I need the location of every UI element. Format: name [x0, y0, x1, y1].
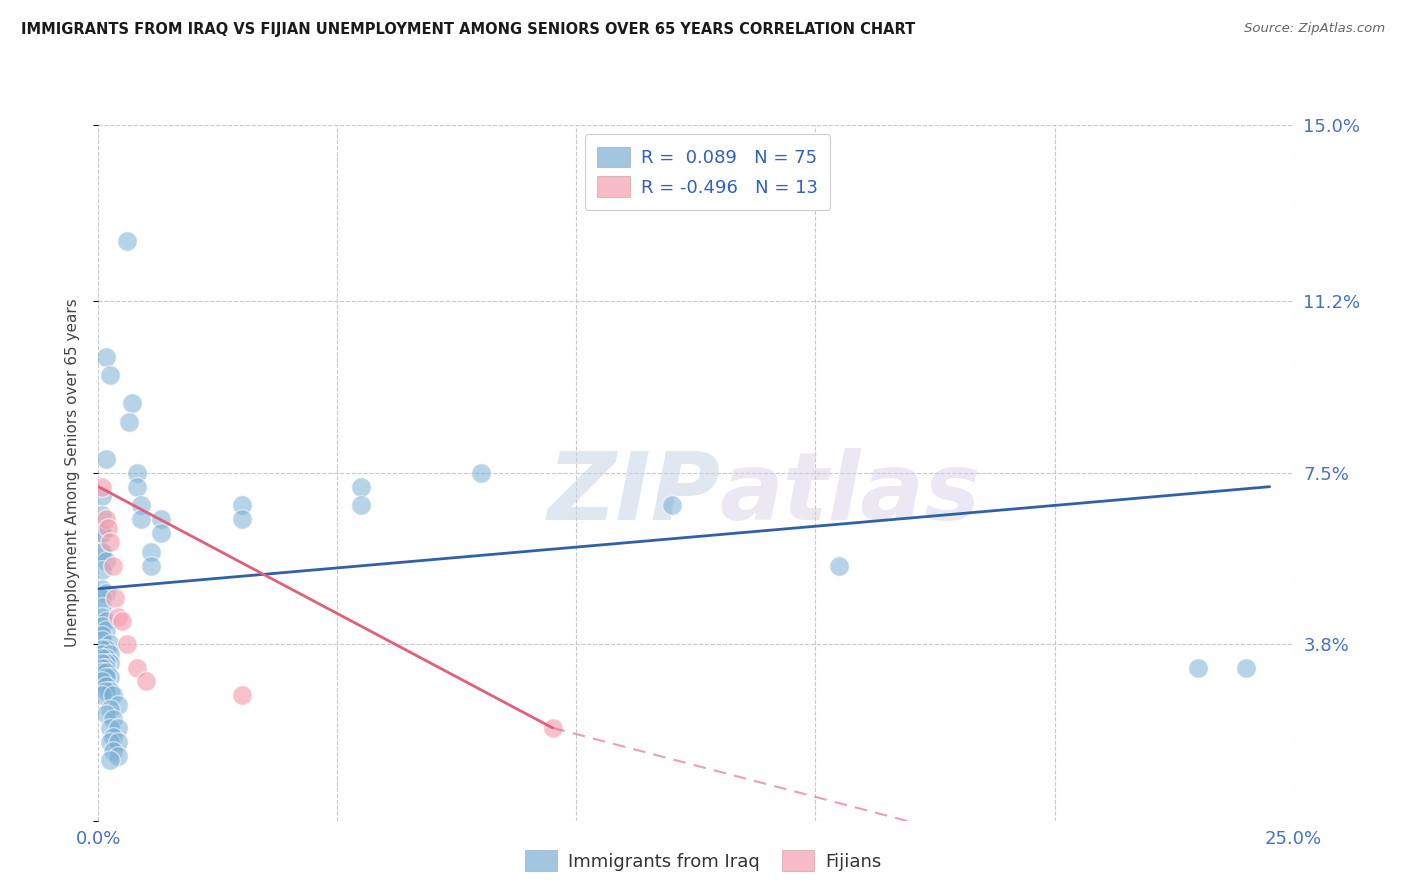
Point: [115, 234, 138, 248]
Legend: R =  0.089   N = 75, R = -0.496   N = 13: R = 0.089 N = 75, R = -0.496 N = 13: [585, 134, 831, 210]
Point: [97, 521, 120, 535]
Point: [139, 558, 162, 573]
Point: [98, 368, 122, 383]
Point: [98, 735, 122, 749]
Point: [107, 698, 129, 712]
Point: [94, 683, 117, 698]
Point: [91, 619, 114, 633]
Y-axis label: Unemployment Among Seniors over 65 years: Unemployment Among Seniors over 65 years: [65, 299, 80, 647]
Point: [149, 526, 172, 541]
Point: [131, 498, 153, 512]
Point: [107, 721, 129, 735]
Text: atlas: atlas: [720, 448, 981, 540]
Point: [91, 665, 114, 680]
Point: [104, 591, 127, 605]
Point: [107, 735, 129, 749]
Point: [94, 350, 117, 364]
Point: [125, 480, 148, 494]
Point: [101, 558, 124, 573]
Point: [470, 466, 492, 480]
Point: [101, 712, 124, 726]
Point: [107, 609, 129, 624]
Text: Source: ZipAtlas.com: Source: ZipAtlas.com: [1244, 22, 1385, 36]
Point: [91, 582, 114, 596]
Point: [91, 609, 114, 624]
Point: [91, 544, 114, 558]
Point: [94, 642, 117, 657]
Point: [94, 614, 117, 628]
Point: [350, 498, 373, 512]
Point: [94, 586, 117, 600]
Point: [91, 689, 114, 703]
Point: [98, 683, 122, 698]
Point: [98, 721, 122, 735]
Point: [91, 674, 114, 689]
Point: [94, 706, 117, 721]
Legend: Immigrants from Iraq, Fijians: Immigrants from Iraq, Fijians: [517, 843, 889, 879]
Point: [91, 489, 114, 503]
Point: [115, 637, 138, 651]
Point: [91, 508, 114, 522]
Point: [91, 642, 114, 657]
Point: [149, 512, 172, 526]
Point: [91, 591, 114, 605]
Point: [101, 744, 124, 758]
Point: [94, 624, 117, 638]
Point: [541, 721, 564, 735]
Point: [94, 554, 117, 568]
Point: [98, 647, 122, 661]
Point: [121, 396, 143, 410]
Point: [131, 512, 153, 526]
Point: [231, 498, 253, 512]
Point: [91, 656, 114, 670]
Point: [94, 651, 117, 665]
Point: [828, 558, 851, 573]
Point: [91, 526, 114, 541]
Point: [107, 748, 129, 763]
Point: [1187, 660, 1209, 674]
Point: [91, 480, 114, 494]
Point: [98, 637, 122, 651]
Point: [94, 670, 117, 684]
Point: [350, 480, 373, 494]
Point: [94, 665, 117, 680]
Point: [231, 512, 253, 526]
Point: [125, 466, 148, 480]
Point: [139, 544, 162, 558]
Point: [111, 614, 134, 628]
Point: [98, 753, 122, 767]
Point: [98, 535, 122, 549]
Point: [91, 526, 114, 541]
Point: [91, 628, 114, 642]
Point: [91, 544, 114, 558]
Point: [94, 451, 117, 466]
Point: [91, 651, 114, 665]
Point: [91, 660, 114, 674]
Point: [135, 674, 157, 689]
Point: [98, 656, 122, 670]
Point: [91, 600, 114, 615]
Point: [91, 563, 114, 577]
Point: [118, 415, 141, 429]
Point: [91, 647, 114, 661]
Point: [94, 656, 117, 670]
Text: IMMIGRANTS FROM IRAQ VS FIJIAN UNEMPLOYMENT AMONG SENIORS OVER 65 YEARS CORRELAT: IMMIGRANTS FROM IRAQ VS FIJIAN UNEMPLOYM…: [21, 22, 915, 37]
Point: [661, 498, 683, 512]
Point: [94, 679, 117, 693]
Point: [231, 689, 253, 703]
Point: [125, 660, 148, 674]
Point: [101, 730, 124, 744]
Text: ZIP: ZIP: [547, 448, 720, 540]
Point: [98, 702, 122, 716]
Point: [98, 670, 122, 684]
Point: [1234, 660, 1257, 674]
Point: [91, 632, 114, 647]
Point: [101, 689, 124, 703]
Point: [94, 512, 117, 526]
Point: [94, 660, 117, 674]
